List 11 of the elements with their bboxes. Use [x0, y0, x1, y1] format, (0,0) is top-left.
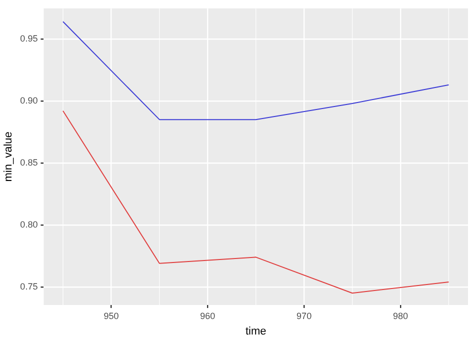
y-axis-title: min_value [2, 132, 15, 182]
y-tick-label: 0.95 [20, 34, 38, 44]
y-tick-label: 0.85 [20, 157, 38, 168]
y-tick-label: 0.75 [20, 281, 38, 292]
y-tick-label: 0.90 [20, 95, 38, 106]
x-tick-label: 980 [392, 310, 408, 321]
x-axis-title: time [245, 325, 266, 338]
x-tick-label: 970 [296, 310, 312, 321]
x-tick-label: 950 [104, 310, 119, 321]
y-tick-label: 0.80 [20, 219, 38, 230]
x-tick-label: 960 [200, 310, 216, 321]
